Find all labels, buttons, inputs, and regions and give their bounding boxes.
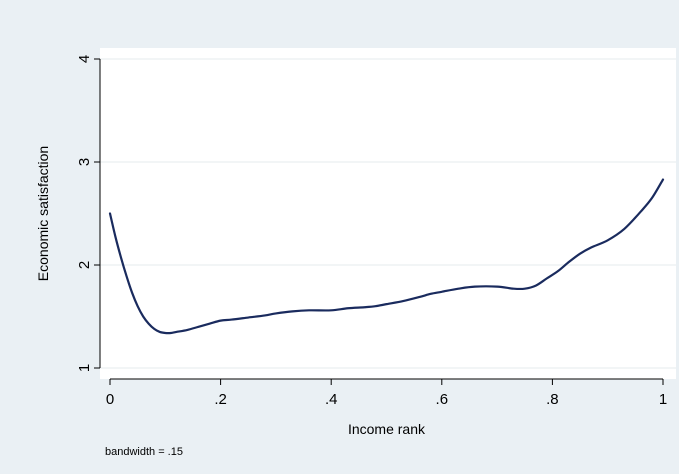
x-tick-label-5: 1	[659, 391, 667, 408]
x-tick-label-0: 0	[106, 391, 114, 408]
series-line-0	[108, 178, 665, 335]
plot-area	[100, 48, 676, 379]
x-tick-label-1: .2	[214, 391, 227, 408]
x-tick-label-3: .6	[436, 391, 449, 408]
y-axis-title: Economic satisfaction	[35, 146, 51, 281]
bandwidth-note: bandwidth = .15	[105, 446, 183, 458]
x-tick-label-4: .8	[546, 391, 559, 408]
y-axis: 1 2 3 4	[76, 55, 101, 372]
x-axis-title: Income rank	[348, 421, 426, 437]
y-tick-label-1: 2	[76, 261, 93, 269]
x-tick-label-2: .4	[325, 391, 338, 408]
y-tick-label-2: 3	[76, 158, 93, 166]
x-axis: 0 .2 .4 .6 .8 1	[106, 378, 667, 408]
y-tick-label-3: 4	[76, 55, 93, 63]
y-tick-label-0: 1	[76, 364, 93, 372]
series-layer	[108, 178, 665, 335]
grid-lines	[100, 58, 676, 369]
